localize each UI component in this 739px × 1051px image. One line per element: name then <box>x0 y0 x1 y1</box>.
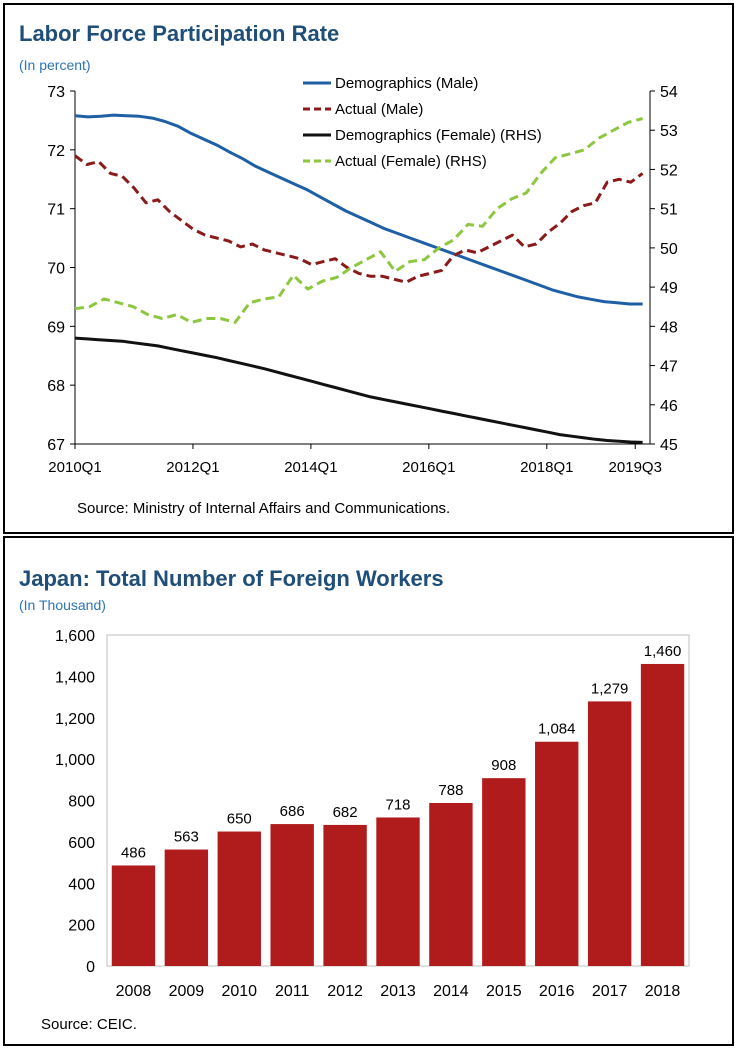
y-left-tick-label: 72 <box>47 143 65 160</box>
bar-chart: 0 200 400 600 800 1,000 1,200 1,400 1,600 486 2008… <box>55 628 690 1000</box>
y-right-tick-label: 50 <box>660 241 678 258</box>
chart-subtitle: (In Thousand) <box>19 597 106 613</box>
series-line-3 <box>74 117 643 324</box>
bar-2016 <box>535 741 579 966</box>
chart-title: Labor Force Participation Rate <box>19 21 340 46</box>
data-label: 686 <box>280 803 305 820</box>
x-tick-label: 2017 <box>592 983 628 1000</box>
x-tick-label: 2014Q1 <box>284 459 337 476</box>
x-tick-label: 2015 <box>486 983 522 1000</box>
labor-force-panel: Labor Force Participation Rate (In perce… <box>3 3 734 534</box>
y-right-tick-label: 53 <box>660 123 678 140</box>
y-right-tick-label: 46 <box>660 398 678 415</box>
legend-label-0: Demographics (Male) <box>335 75 478 92</box>
bar-2013 <box>376 817 420 966</box>
chart-source: Source: Ministry of Internal Affairs and… <box>77 500 451 517</box>
line-chart: 67 68 69 70 71 72 73 45 46 47 48 49 50 51 52 53 54 2010Q1… <box>47 75 678 476</box>
y-left-tick-label: 70 <box>47 261 65 278</box>
data-label: 682 <box>333 804 358 821</box>
x-tick-label: 2018Q1 <box>520 459 573 476</box>
y-right-tick-label: 47 <box>660 359 678 376</box>
x-tick-label: 2018 <box>645 983 681 1000</box>
y-left-tick-label: 69 <box>47 319 65 336</box>
y-right-tick-label: 49 <box>660 280 678 297</box>
y-tick-label: 1,200 <box>55 711 95 728</box>
x-tick-label: 2014 <box>433 983 469 1000</box>
y-tick-label: 600 <box>68 835 95 852</box>
y-left-tick-label: 67 <box>47 437 65 454</box>
bar-2012 <box>323 824 367 966</box>
x-tick-label: 2012 <box>327 983 363 1000</box>
data-label: 486 <box>121 844 146 861</box>
data-label: 908 <box>491 757 516 774</box>
y-right-tick-label: 54 <box>660 84 678 101</box>
data-label: 1,279 <box>591 680 629 697</box>
series-line-1 <box>74 154 644 284</box>
foreign-workers-panel: Japan: Total Number of Foreign Workers (… <box>3 536 734 1046</box>
series-line-0 <box>74 113 643 306</box>
y-tick-label: 400 <box>68 876 95 893</box>
chart-subtitle: (In percent) <box>19 57 91 73</box>
legend-label-2: Demographics (Female) (RHS) <box>335 127 542 144</box>
data-label: 1,460 <box>644 643 682 660</box>
y-left-tick-label: 68 <box>47 378 65 395</box>
x-tick-label: 2012Q1 <box>166 459 219 476</box>
bar-2017 <box>587 701 632 966</box>
data-label: 563 <box>174 829 199 846</box>
legend-label-1: Actual (Male) <box>335 101 423 118</box>
y-tick-label: 1,000 <box>55 752 95 769</box>
bar-2008 <box>111 865 156 966</box>
data-label: 788 <box>438 782 463 799</box>
x-tick-label: 2011 <box>275 983 310 1000</box>
y-left-tick-label: 73 <box>47 84 65 101</box>
data-label: 650 <box>227 811 252 828</box>
y-right-tick-label: 48 <box>660 319 678 336</box>
x-tick-label: 2008 <box>116 983 152 1000</box>
x-tick-label: 2010 <box>221 983 257 1000</box>
x-tick-label: 2010Q1 <box>48 459 101 476</box>
x-tick-label: 2019Q3 <box>609 459 662 476</box>
chart-title: Japan: Total Number of Foreign Workers <box>19 566 444 591</box>
chart-source: Source: CEIC. <box>41 1016 137 1033</box>
series-line-2 <box>74 336 643 444</box>
y-tick-label: 800 <box>68 794 95 811</box>
y-tick-label: 1,400 <box>55 669 95 686</box>
data-label: 718 <box>385 796 410 813</box>
bar-2018 <box>640 663 685 966</box>
bar-2011 <box>270 824 314 966</box>
y-tick-label: 0 <box>86 959 95 976</box>
y-right-tick-label: 51 <box>660 202 678 219</box>
data-label: 1,084 <box>538 721 576 738</box>
legend-label-3: Actual (Female) (RHS) <box>335 153 487 170</box>
bar-2015 <box>482 778 526 966</box>
y-tick-label: 200 <box>68 918 95 935</box>
bar-2009 <box>164 849 209 966</box>
x-tick-label: 2016 <box>539 983 575 1000</box>
y-right-tick-label: 45 <box>660 437 678 454</box>
bar-2010 <box>217 831 261 966</box>
x-tick-label: 2016Q1 <box>402 459 455 476</box>
y-tick-label: 1,600 <box>55 628 95 645</box>
x-tick-label: 2013 <box>380 983 416 1000</box>
x-tick-label: 2009 <box>169 983 205 1000</box>
y-left-tick-label: 71 <box>47 202 65 219</box>
y-right-tick-label: 52 <box>660 162 678 179</box>
bar-2014 <box>429 802 473 966</box>
